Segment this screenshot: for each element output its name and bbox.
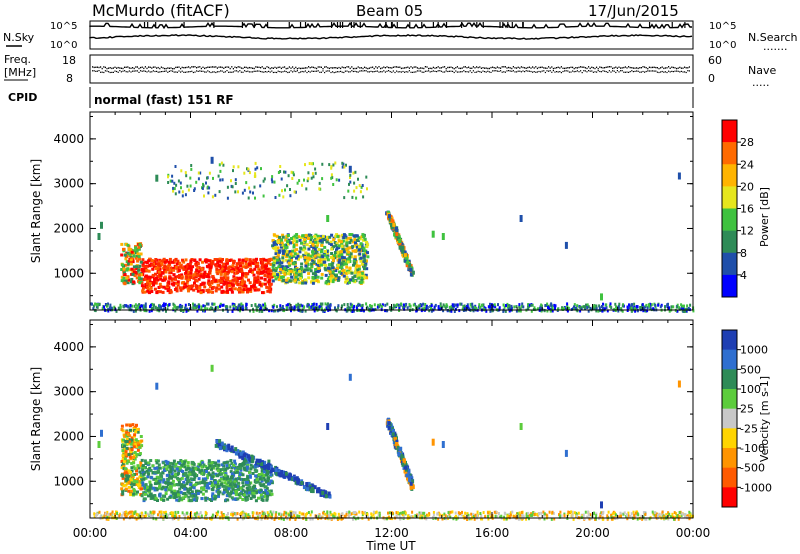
- colorbar-tick-label: -100: [740, 442, 765, 455]
- y-tick-label: 4000: [53, 340, 84, 354]
- y-tick-label: 3000: [53, 385, 84, 399]
- scattered-echoes: [97, 156, 681, 301]
- echo-region: [93, 510, 694, 521]
- colorbar-swatch: [722, 487, 737, 508]
- colorbar-swatch: [722, 186, 737, 209]
- colorbar-tick-label: 8: [740, 247, 747, 260]
- velocity-ylabel: Slant Range [km]: [29, 367, 43, 471]
- site-title: McMurdo (fitACF): [92, 1, 230, 20]
- x-tick-label: 12:00: [374, 526, 409, 540]
- nsearch-label: N.Search: [748, 31, 798, 44]
- power-panel: 1000 2000 3000 4000 Slant Range [km]: [29, 111, 695, 313]
- colorbar-swatch: [722, 389, 737, 409]
- date-label: 17/Jun/2015: [588, 2, 679, 20]
- nave-dots: .....: [752, 76, 769, 89]
- nave-tick-top: 60: [708, 54, 722, 67]
- colorbar-swatch: [722, 448, 737, 468]
- nave-tick-bottom: 0: [708, 72, 715, 85]
- y-tick-label: 2000: [53, 429, 84, 443]
- x-tick-label: 20:00: [575, 526, 610, 540]
- echo-region: [167, 161, 368, 200]
- x-tick-label: 16:00: [475, 526, 510, 540]
- power-ylabel: Slant Range [km]: [29, 159, 43, 263]
- colorbar-swatch: [722, 252, 737, 276]
- echo-region: [120, 242, 143, 286]
- time-axis-label: Time UT: [365, 539, 416, 553]
- velocity-colorbar-label: Velocity [m s-1]: [758, 376, 771, 462]
- velocity-echo-field: [93, 364, 694, 521]
- colorbar-tick-label: -25: [740, 422, 758, 435]
- nsky-tick-bottom: 10^0: [50, 40, 77, 51]
- nsky-label: N.Sky: [3, 31, 35, 44]
- colorbar-swatch: [722, 408, 737, 429]
- nsky-tick-top: 10^5: [50, 21, 77, 32]
- freq-tick-top: 18: [62, 54, 76, 67]
- colorbar-tick-label: 100: [740, 383, 761, 396]
- freq-unit: [MHz]: [4, 66, 36, 79]
- x-tick-label: 04:00: [173, 526, 208, 540]
- colorbar-swatch: [722, 467, 737, 488]
- colorbar-swatch: [722, 349, 737, 370]
- nave-label: Nave: [748, 64, 776, 77]
- power-colorbar-label: Power [dB]: [758, 187, 771, 247]
- y-tick-label: 2000: [53, 221, 84, 235]
- power-echo-field: [90, 156, 695, 313]
- colorbar-swatch: [722, 230, 737, 254]
- freq-tick-bottom: 8: [66, 72, 73, 85]
- colorbar-swatch: [722, 369, 737, 390]
- y-tick-label: 1000: [53, 474, 84, 488]
- echo-region: [140, 458, 274, 503]
- colorbar-swatch: [722, 274, 737, 298]
- nsky-panel: N.Sky 10^5 10^0 N.Search ....... 10^5 10…: [3, 20, 798, 53]
- velocity-colorbar: 1000 500 100 25 -25 -100 -500 -1000 Velocity [m…: [721, 329, 772, 508]
- y-tick-label: 1000: [53, 266, 84, 280]
- echo-region: [90, 302, 695, 313]
- x-tick-label: 00:00: [676, 526, 711, 540]
- echo-region: [120, 423, 144, 497]
- freq-panel: Freq. [MHz] 18 8 60 0 Nave .....: [4, 53, 776, 89]
- power-axes: 1000 2000 3000 4000: [53, 112, 694, 310]
- colorbar-tick-label: 4: [740, 269, 747, 282]
- echo-region: [385, 417, 415, 491]
- echo-region: [214, 439, 332, 499]
- colorbar-swatch: [722, 208, 737, 231]
- colorbar-tick-label: 24: [740, 158, 754, 171]
- freq-traces: [92, 66, 690, 74]
- cpid-value: normal (fast) 151 RF: [94, 93, 234, 107]
- colorbar-swatch: [722, 120, 737, 143]
- scattered-echoes: [97, 364, 681, 509]
- echo-region: [271, 233, 370, 286]
- colorbar-tick-label: -500: [740, 462, 765, 475]
- x-tick-label: 00:00: [73, 526, 108, 540]
- time-axis: 00:00 04:00 08:00 12:00 16:00 20:00 00:00: [73, 526, 711, 540]
- colorbar-tick-label: 20: [740, 180, 754, 193]
- velocity-axes: 1000 2000 3000 4000: [53, 320, 694, 518]
- colorbar-tick-label: 16: [740, 203, 754, 216]
- cpid-panel: CPID normal (fast) 151 RF: [8, 87, 694, 108]
- echo-region: [140, 257, 274, 295]
- echo-region: [385, 210, 415, 277]
- colorbar-tick-label: -1000: [740, 481, 772, 494]
- colorbar-tick-label: 1000: [740, 344, 768, 357]
- nsearch-tick-top: 10^5: [709, 21, 736, 32]
- colorbar-tick-label: 25: [740, 403, 754, 416]
- cpid-label: CPID: [8, 91, 37, 104]
- colorbar-swatch: [722, 428, 737, 449]
- power-colorbar: 28 24 20 16 12 8 4 Power [dB]: [721, 119, 771, 298]
- colorbar-tick-label: 28: [740, 136, 754, 149]
- colorbar-swatch: [722, 330, 737, 350]
- colorbar-swatch: [722, 164, 737, 187]
- nsearch-dots: .......: [763, 40, 787, 53]
- x-tick-label: 08:00: [274, 526, 309, 540]
- y-tick-label: 4000: [53, 132, 84, 146]
- beam-label: Beam 05: [356, 2, 423, 20]
- freq-label: Freq.: [4, 53, 31, 66]
- colorbar-tick-label: 500: [740, 363, 761, 376]
- nsky-traces: [89, 21, 693, 40]
- y-tick-label: 3000: [53, 177, 84, 191]
- colorbar-swatch: [722, 142, 737, 165]
- colorbar-tick-label: 12: [740, 225, 754, 238]
- nsearch-tick-bottom: 10^0: [709, 40, 736, 51]
